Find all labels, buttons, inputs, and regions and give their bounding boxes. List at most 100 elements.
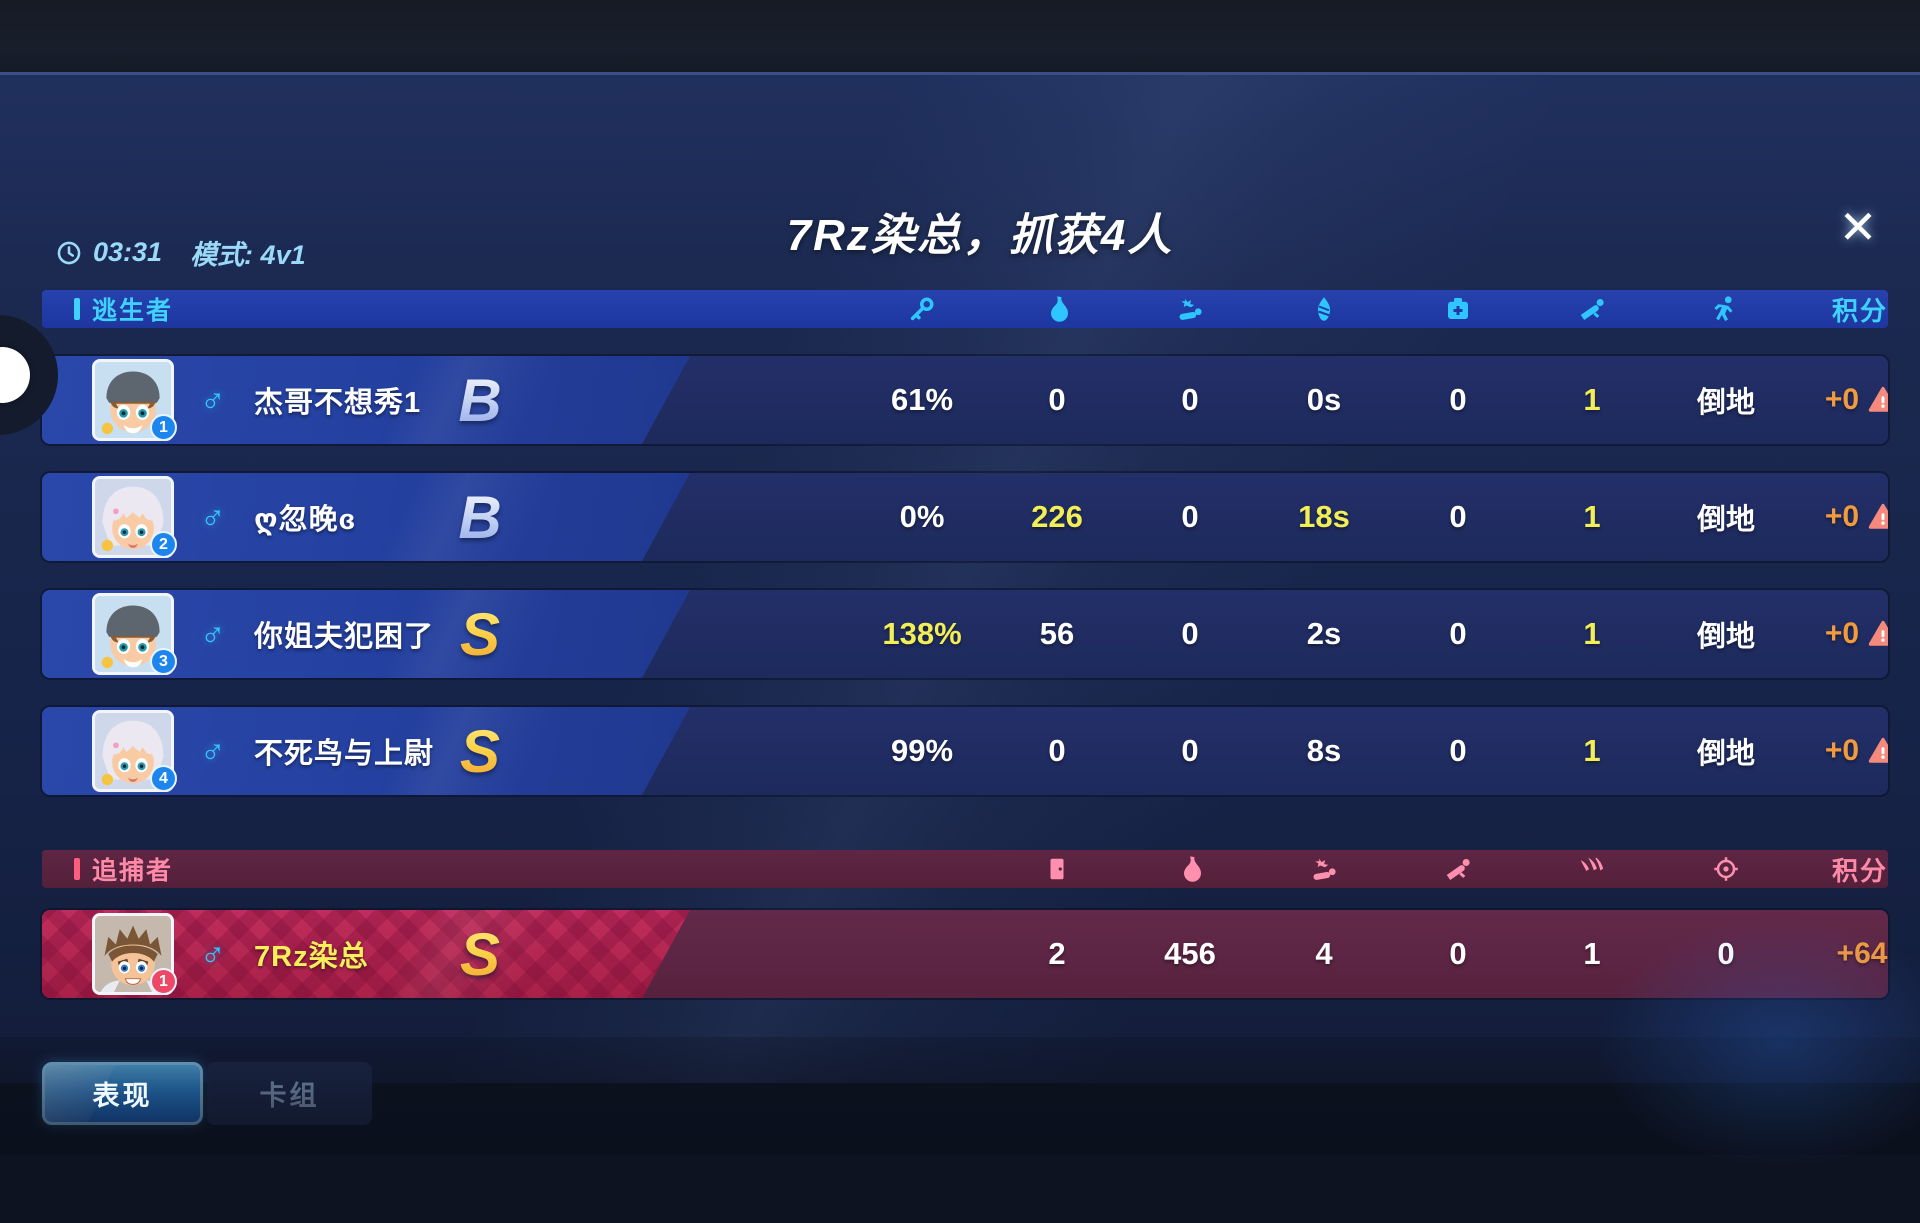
run-icon — [1714, 296, 1733, 321]
match-mode: 模式: 4v1 — [190, 240, 306, 270]
stat-dive: 1 — [1583, 382, 1601, 417]
player-name: 你姐夫犯困了 — [254, 621, 435, 653]
avatar — [92, 593, 174, 675]
score-value: +64 — [1837, 937, 1888, 971]
player-state: 倒地 — [1696, 387, 1755, 419]
avatar — [92, 359, 174, 441]
score-value: +0 — [1824, 734, 1860, 767]
stat-knockdown: 0 — [1181, 616, 1199, 651]
stat-flame: 0 — [1048, 733, 1066, 768]
player-state: 倒地 — [1696, 738, 1755, 770]
grade-badge: S — [432, 707, 528, 795]
player-name: 杰哥不想秀1 — [254, 387, 422, 419]
escaper-row[interactable]: 4 ♂ 不死鸟与上尉 S 99% 0 0 8s 0 1 倒地 +0 — [42, 707, 1888, 795]
score-cell: +0 — [1782, 590, 1888, 678]
stat-dive: 1 — [1583, 616, 1601, 651]
stat-medkit: 0 — [1449, 616, 1467, 651]
accent-bar — [74, 858, 80, 880]
grade-badge: S — [432, 910, 528, 998]
stat-knockdown: 0 — [1181, 733, 1199, 768]
player-state: 倒地 — [1696, 504, 1755, 536]
hunter-section-label: 追捕者 — [74, 850, 173, 888]
male-icon: ♂ — [200, 497, 226, 536]
claw-icon — [1580, 857, 1604, 871]
player-name: 7Rz染总 — [254, 941, 369, 973]
stat-medkit: 0 — [1449, 499, 1467, 534]
flame-icon — [1184, 856, 1201, 882]
score-cell: +64 — [1782, 910, 1888, 998]
score-value: +0 — [1824, 500, 1860, 533]
male-icon: ♂ — [200, 380, 226, 419]
stat-key: 99% — [890, 733, 954, 768]
score-cell: +0 — [1782, 707, 1888, 795]
score-cell: +0 — [1782, 473, 1888, 561]
stat-knockdown: 0 — [1181, 499, 1199, 534]
stat-dive: 1 — [1583, 733, 1601, 768]
flame-icon — [1051, 296, 1068, 322]
rank-badge: 1 — [150, 414, 177, 441]
target-icon — [1714, 857, 1738, 881]
door-icon — [1050, 858, 1064, 880]
stat-flame: 456 — [1164, 936, 1216, 971]
stat-target: 0 — [1656, 910, 1796, 998]
escaper-score-header: 积分 — [1831, 295, 1888, 326]
escaper-row[interactable]: 2 ♂ ღ忽晚ɞ B 0% 226 0 18s 0 1 倒地 +0 — [42, 473, 1888, 561]
male-icon: ♂ — [200, 614, 226, 653]
rank-badge: 1 — [150, 968, 177, 995]
stat-cocoon: 0s — [1306, 382, 1342, 417]
stat-dive: 0 — [1449, 936, 1467, 971]
grade-badge: B — [432, 356, 528, 444]
knockdown-icon — [1313, 858, 1336, 880]
escaper-row[interactable]: 1 ♂ 杰哥不想秀1 B 61% 0 0 0s 0 1 倒地 +0 — [42, 356, 1888, 444]
stat-flame: 0 — [1048, 382, 1066, 417]
stat-knockdown: 4 — [1315, 936, 1333, 971]
score-value: +0 — [1824, 617, 1860, 650]
match-time: 03:31 — [93, 237, 163, 267]
escaper-header-bar: 逃生者 — [42, 290, 1888, 328]
close-button[interactable]: ✕ — [1826, 195, 1890, 259]
dive-icon — [1446, 859, 1470, 880]
escaper-row[interactable]: 3 ♂ 你姐夫犯困了 S 138% 56 0 2s 0 1 倒地 +0 — [42, 590, 1888, 678]
accent-bar — [74, 298, 80, 320]
stat-claw: 1 — [1522, 910, 1662, 998]
rank-badge: 4 — [150, 765, 177, 792]
stat-key: 61% — [890, 382, 954, 417]
hunter-row[interactable]: 1 ♂ 7Rz染总 S 2 456 4 0 1 0 +64 — [42, 910, 1888, 998]
player-state: 倒地 — [1696, 621, 1755, 653]
knockdown-icon — [1179, 298, 1202, 320]
key-icon — [910, 297, 934, 321]
stat-cocoon: 2s — [1306, 616, 1342, 651]
stat-key: 0% — [899, 499, 945, 534]
stat-key: 138% — [882, 616, 962, 651]
grade-badge: B — [432, 473, 528, 561]
male-icon: ♂ — [200, 731, 226, 770]
stat-knockdown: 0 — [1181, 382, 1199, 417]
medkit-icon — [1448, 298, 1468, 319]
hunter-score-header: 积分 — [1831, 855, 1888, 886]
rank-badge: 3 — [150, 648, 177, 675]
avatar — [92, 913, 174, 995]
rank-badge: 2 — [150, 531, 177, 558]
stat-dive: 1 — [1583, 499, 1601, 534]
player-name: 不死鸟与上尉 — [254, 738, 435, 770]
match-timer: 03:31 模式: 4v1 — [55, 233, 306, 272]
stat-medkit: 0 — [1449, 733, 1467, 768]
close-icon: ✕ — [1838, 201, 1878, 253]
grade-badge: S — [432, 590, 528, 678]
stat-medkit: 0 — [1449, 382, 1467, 417]
result-title: 7Rz染总，抓获4人 — [786, 211, 1174, 260]
cocoon-icon — [1318, 297, 1330, 321]
stat-cocoon: 8s — [1306, 733, 1342, 768]
warning-icon — [1868, 386, 1888, 412]
score-cell: +0 — [1782, 356, 1888, 444]
stat-flame: 226 — [1031, 499, 1083, 534]
stat-door: 2 — [1048, 936, 1066, 971]
scoreboard-panel: 03:31 模式: 4v1 7Rz染总，抓获4人 ✕ 逃生者 — [0, 72, 1920, 1223]
male-icon: ♂ — [200, 934, 226, 973]
player-name: ღ忽晚ɞ — [254, 504, 357, 536]
hunter-header-bar: 追捕者 积分 — [42, 850, 1888, 888]
stat-flame: 56 — [1039, 616, 1075, 651]
top-letterbox — [0, 0, 1920, 72]
warning-icon — [1868, 620, 1888, 646]
